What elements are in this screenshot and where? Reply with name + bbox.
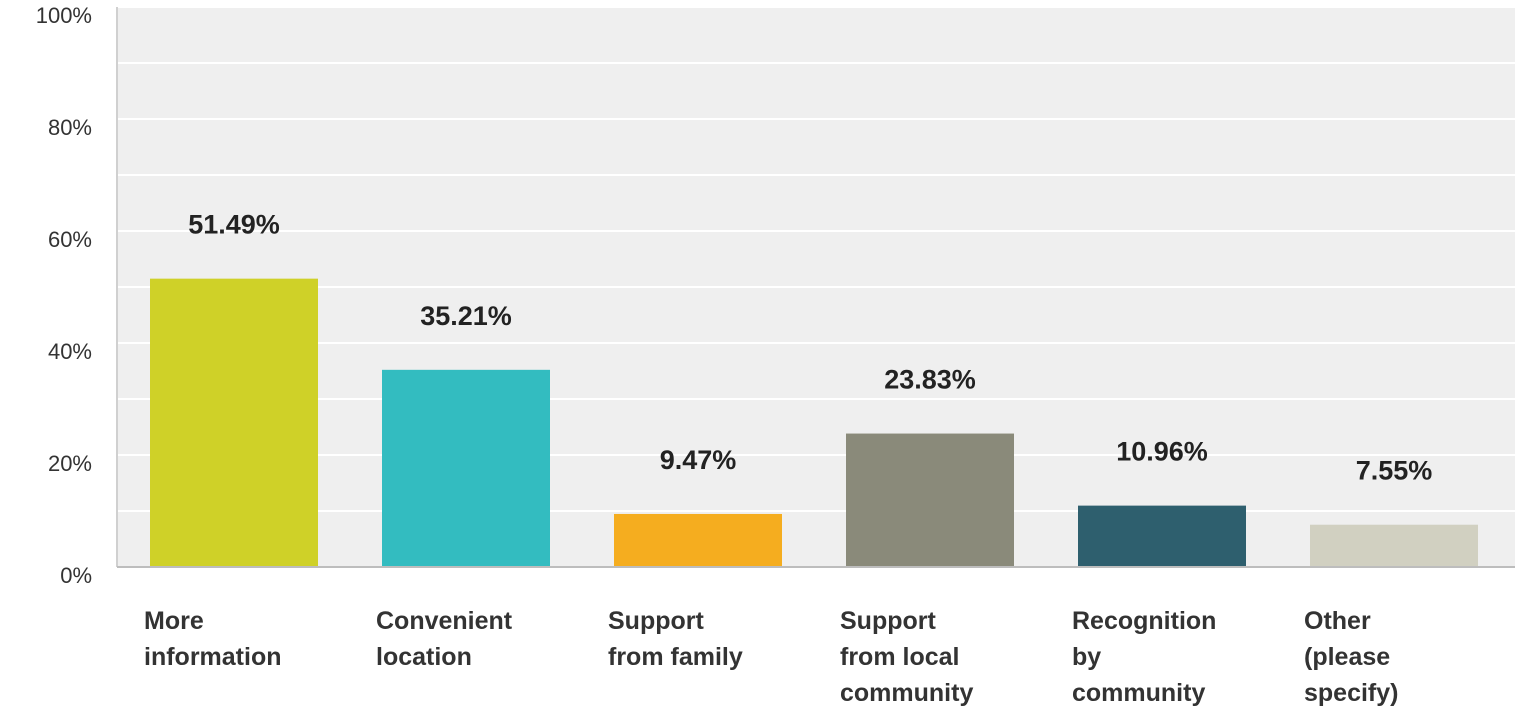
data-labels: 51.49% 35.21% 9.47% 23.83% 10.96% 7.55% bbox=[188, 210, 1432, 486]
data-label: 9.47% bbox=[660, 445, 737, 475]
bar bbox=[614, 513, 782, 567]
x-axis-categories: More information Convenient location Support… bbox=[144, 607, 1398, 707]
bar bbox=[382, 369, 550, 567]
category-label: Other (please specify) bbox=[1304, 607, 1398, 707]
bar bbox=[846, 433, 1014, 567]
data-label: 51.49% bbox=[188, 210, 280, 240]
category-label: Support from family bbox=[608, 607, 743, 671]
bar bbox=[1078, 505, 1246, 567]
data-label: 7.55% bbox=[1356, 456, 1433, 486]
y-tick-label: 60% bbox=[48, 227, 92, 252]
data-label: 23.83% bbox=[884, 365, 976, 395]
bars bbox=[150, 278, 1478, 567]
y-tick-label: 0% bbox=[60, 563, 92, 588]
category-label: Convenient location bbox=[376, 607, 513, 671]
bar bbox=[150, 278, 318, 567]
y-tick-label: 40% bbox=[48, 339, 92, 364]
data-label: 35.21% bbox=[420, 301, 512, 331]
y-tick-label: 20% bbox=[48, 451, 92, 476]
y-tick-label: 100% bbox=[36, 3, 92, 28]
gridlines bbox=[118, 6, 1515, 512]
y-tick-label: 80% bbox=[48, 115, 92, 140]
category-label: Support from local community bbox=[840, 607, 973, 707]
category-label: More information bbox=[144, 607, 282, 671]
y-axis-ticks: 0% 20% 40% 60% 80% 100% bbox=[36, 3, 92, 588]
bar bbox=[1310, 524, 1478, 567]
data-label: 10.96% bbox=[1116, 437, 1208, 467]
category-label: Recognition by community bbox=[1072, 607, 1216, 707]
